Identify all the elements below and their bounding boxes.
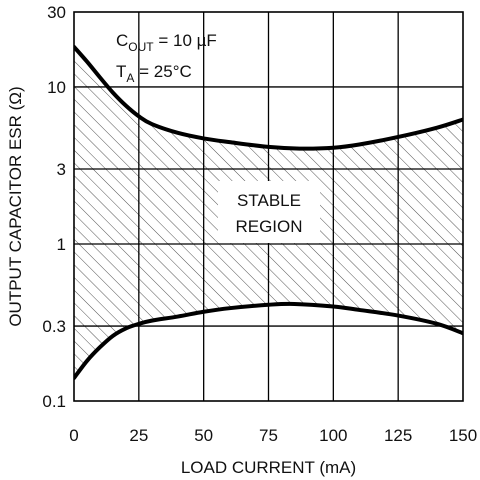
x-tick-label: 50 (194, 426, 213, 445)
temperature-symbol: T (116, 62, 126, 81)
x-tick-label: 25 (129, 426, 148, 445)
stable-region-label-line2: REGION (235, 217, 302, 236)
stable-region-label-line1: STABLE (237, 191, 301, 210)
x-axis-title: LOAD CURRENT (mA) (181, 458, 356, 477)
y-tick-label: 30 (47, 3, 66, 22)
plot-frame (73, 11, 464, 402)
x-tick-label: 0 (69, 426, 78, 445)
y-tick-label: 3 (57, 160, 66, 179)
temperature-subscript: A (126, 71, 134, 85)
upper-esr-limit-curve (74, 44, 463, 151)
y-tick-label: 0.1 (42, 392, 66, 411)
capacitance-subscript: OUT (128, 40, 154, 54)
y-tick-label: 1 (57, 235, 66, 254)
x-tick-label: 150 (449, 426, 477, 445)
y-axis-title: OUTPUT CAPACITOR ESR (Ω) (6, 86, 25, 326)
capacitance-value: = 10 µF (154, 31, 217, 50)
lower-esr-limit-curve (74, 301, 463, 381)
x-tick-label: 125 (384, 426, 412, 445)
capacitance-condition: COUT = 10 µF (116, 31, 217, 54)
temperature-value: = 25°C (134, 62, 191, 81)
y-tick-label: 10 (47, 78, 66, 97)
x-tick-label: 100 (319, 426, 347, 445)
stable-region-label-box (218, 181, 320, 243)
y-tick-label: 0.3 (42, 317, 66, 336)
x-tick-label: 75 (259, 426, 278, 445)
temperature-condition: TA = 25°C (116, 62, 192, 85)
capacitance-symbol: C (116, 31, 128, 50)
